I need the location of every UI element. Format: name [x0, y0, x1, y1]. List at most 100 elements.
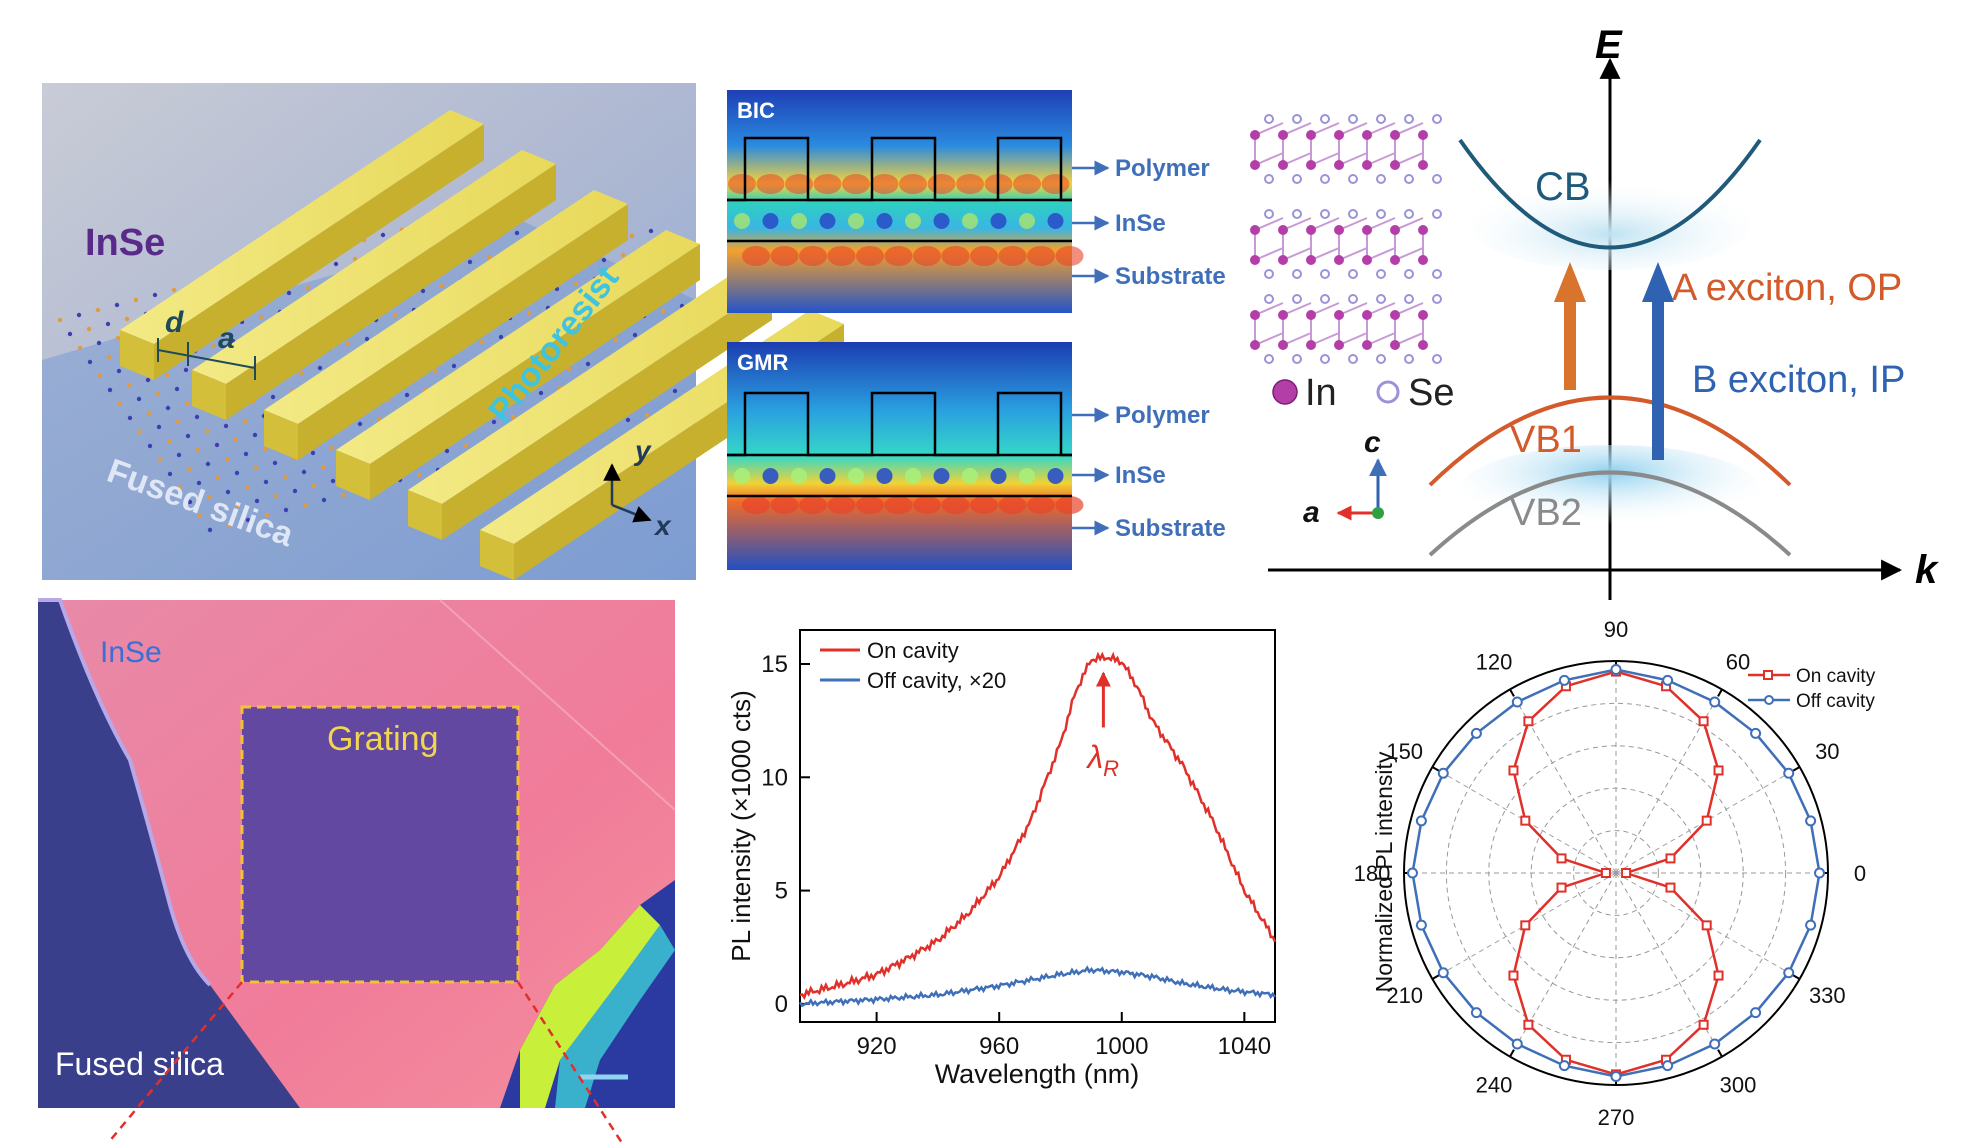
layer-label-substrate-bic: Substrate [1115, 263, 1226, 290]
polar-angle-label: 180 [1354, 861, 1391, 886]
polar-point-off-cavity [1558, 1060, 1570, 1072]
pl-y-tick-label: 5 [775, 878, 788, 905]
polar-point-off-cavity [1415, 919, 1427, 931]
bic-title: BIC [737, 98, 775, 123]
polar-y-axis-label: Normalized PL intensity [1371, 751, 1397, 992]
polar-legend-off-cavity: Off cavity [1796, 691, 1875, 712]
micro-grating-label: Grating [327, 720, 439, 758]
polar-point-off-cavity [1783, 767, 1795, 779]
polar-point-off-cavity [1750, 1007, 1762, 1019]
zoom-line-left [107, 981, 243, 1143]
layer-label-inse-gmr: InSe [1115, 462, 1166, 489]
bic-map: BIC [727, 90, 1084, 313]
polar-legend-on-cavity: On cavity [1796, 666, 1876, 687]
axis-k-label: k [1915, 548, 1939, 592]
polar-angle-label: 120 [1476, 650, 1513, 675]
polar-point-on-cavity [1600, 868, 1611, 878]
zoom-line-right [516, 981, 624, 1143]
cb-label: CB [1535, 165, 1591, 209]
polar-point-on-cavity [1713, 970, 1724, 981]
polar-point-off-cavity [1709, 696, 1721, 708]
polar-point-on-cavity [1520, 920, 1531, 931]
vb2-label: VB2 [1510, 492, 1582, 534]
pl-y-tick-label: 0 [775, 991, 788, 1018]
polar-point-on-cavity [1713, 765, 1724, 776]
polar-point-off-cavity [1437, 767, 1449, 779]
atom-legend: In Se [1272, 372, 1454, 414]
polar-point-off-cavity [1783, 967, 1795, 979]
vb1-label: VB1 [1510, 419, 1582, 461]
vb1-band [1428, 395, 1792, 487]
band-diagram-panel: In Se c a E k CB VB1 VB2 [1250, 23, 1939, 600]
layer-labels: Polymer InSe Substrate Polymer InSe Subs… [1072, 155, 1226, 542]
axis-e-label: E [1595, 23, 1623, 67]
b-exciton-label: B exciton, IP [1692, 359, 1905, 401]
pl-legend: On cavity Off cavity, ×20 [820, 638, 1006, 693]
polar-point-on-cavity [1520, 815, 1531, 826]
layer-label-inse-bic: InSe [1115, 210, 1166, 237]
polar-point-off-cavity [1750, 727, 1762, 739]
polar-point-on-cavity [1698, 716, 1709, 727]
pl-legend-on-cavity: On cavity [867, 638, 959, 663]
polar-angle-label: 90 [1604, 617, 1628, 642]
axis-c-label: c [1364, 426, 1381, 459]
polar-point-off-cavity [1610, 1071, 1622, 1083]
polar-point-on-cavity [1523, 716, 1534, 727]
polar-angle-label: 300 [1720, 1072, 1757, 1097]
legend-se: Se [1408, 372, 1454, 414]
layer-label-polymer-bic: Polymer [1115, 155, 1210, 182]
polar-angle-label: 150 [1386, 739, 1423, 764]
polar-point-on-cavity [1508, 970, 1519, 981]
polar-point-on-cavity [1508, 765, 1519, 776]
pl-series-off-cavity [798, 965, 1277, 1008]
gmr-title: GMR [737, 350, 788, 375]
polar-point-off-cavity [1415, 815, 1427, 827]
axis-a-label: a [1303, 496, 1320, 529]
polar-angle-label: 0 [1854, 861, 1866, 886]
cb-band [1458, 138, 1762, 250]
polar-point-on-cavity [1698, 1019, 1709, 1030]
pl-legend-off-cavity: Off cavity, ×20 [867, 668, 1006, 693]
gmr-map: GMR [727, 342, 1084, 570]
polar-point-off-cavity [1610, 663, 1622, 675]
polar-point-on-cavity [1701, 920, 1712, 931]
polar-angle-label: 240 [1476, 1072, 1513, 1097]
a-exciton-label: A exciton, OP [1672, 267, 1902, 309]
axis-y-label: y [633, 435, 652, 466]
ca-axes-icon: c a [1303, 426, 1387, 529]
pl-x-tick-label: 1000 [1095, 1033, 1148, 1060]
layer-label-substrate-gmr: Substrate [1115, 515, 1226, 542]
polar-point-off-cavity [1805, 919, 1817, 931]
polar-angle-label: 210 [1386, 983, 1423, 1008]
dimension-a-label: a [218, 322, 235, 355]
a-exciton-arrow [1554, 262, 1586, 390]
pl-spectrum-chart: 920 960 1000 1040 0 5 10 15 On cavity Off cavit… [726, 629, 1277, 1089]
polar-point-off-cavity [1805, 815, 1817, 827]
dimension-line [157, 349, 256, 369]
inse-crystal-structure [1250, 114, 1442, 364]
polar-point-off-cavity [1511, 696, 1523, 708]
pl-x-tick-label: 920 [857, 1033, 897, 1060]
micro-fused-silica-label: Fused silica [55, 1046, 224, 1082]
polar-plot: 0 30 60 90 120 150 180 210 240 270 300 330 On cavit… [1354, 617, 1876, 1130]
polar-legend: On cavity Off cavity [1748, 666, 1876, 712]
polar-point-off-cavity [1470, 727, 1482, 739]
pl-y-tick-label: 10 [761, 764, 788, 791]
polar-point-on-cavity [1556, 853, 1567, 864]
polar-point-on-cavity [1665, 882, 1676, 893]
micrograph-panel: InSe Grating Fused silica [38, 598, 676, 1143]
axis-x-label: x [653, 510, 672, 541]
field-map-panel: BIC GMR Polymer InSe Substrate Polymer I… [727, 90, 1226, 570]
b-exciton-arrow [1642, 262, 1674, 460]
pl-plot-frame [799, 629, 1276, 1023]
xy-axes-icon: y x [603, 435, 672, 541]
polar-point-off-cavity [1558, 674, 1570, 686]
polar-point-off-cavity [1709, 1038, 1721, 1050]
polar-point-on-cavity [1701, 815, 1712, 826]
polar-point-on-cavity [1556, 882, 1567, 893]
polar-point-on-cavity [1523, 1019, 1534, 1030]
pl-series-on-cavity [799, 651, 1277, 1001]
pl-x-axis-label: Wavelength (nm) [935, 1059, 1140, 1089]
pl-y-axis-label: PL intensity (×1000 cts) [726, 690, 756, 961]
dimension-d-label: d [165, 306, 184, 339]
